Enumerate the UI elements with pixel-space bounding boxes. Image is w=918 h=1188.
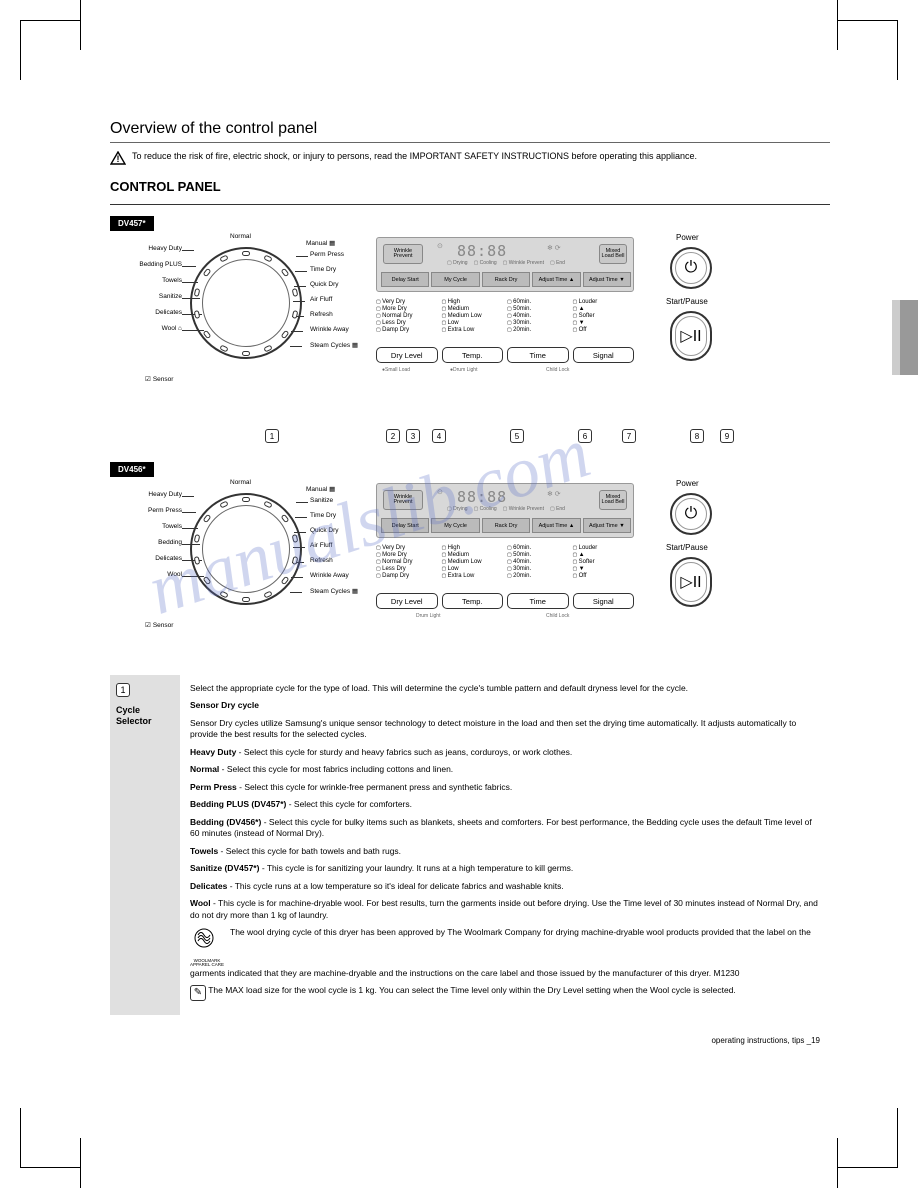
callout: 3 <box>406 429 420 443</box>
display-button[interactable]: Rack Dry <box>482 518 530 533</box>
description-block: 1 CycleSelector Select the appropriate c… <box>110 675 830 1015</box>
display-button[interactable]: My Cycle <box>431 518 479 533</box>
crop-mark <box>838 1108 898 1168</box>
svg-text:!: ! <box>117 154 120 164</box>
page-title: Overview of the control panel <box>110 120 830 138</box>
start-pause-button[interactable]: ▷II <box>670 557 712 607</box>
crop-mark <box>20 20 80 80</box>
display: Wrinkle Prevent Mixed Load Bell 88:88 ⊙ … <box>376 483 634 538</box>
display: Wrinkle Prevent Mixed Load Bell 88:88 ⊙ … <box>376 237 634 292</box>
cycle-dial: Sensor NormalManual ▦Heavy DutyBedding P… <box>110 237 368 407</box>
option-button[interactable]: Temp. <box>442 593 504 609</box>
display-button[interactable]: Rack Dry <box>482 272 530 287</box>
crop-mark <box>837 1138 838 1188</box>
crop-mark <box>20 1108 80 1168</box>
display-button[interactable]: Adjust Time ▼ <box>583 518 631 533</box>
crop-mark <box>838 20 898 80</box>
warning-text: To reduce the risk of fire, electric sho… <box>132 151 697 163</box>
crop-mark <box>837 0 838 50</box>
option-button[interactable]: Temp. <box>442 347 504 363</box>
option-button[interactable]: Signal <box>573 593 635 609</box>
crop-mark <box>80 1138 81 1188</box>
drum-light-label: ●Drum Light <box>450 367 477 373</box>
mixed-load-button[interactable]: Mixed Load Bell <box>599 490 627 510</box>
model-tag: DV456* <box>110 462 154 477</box>
callout: 2 <box>386 429 400 443</box>
sensor-label: Sensor <box>145 621 173 629</box>
child-lock-label: Child Lock <box>546 613 569 619</box>
callout: 7 <box>622 429 636 443</box>
time-display: 88:88 <box>457 242 507 260</box>
warning-icon: ! <box>110 151 126 165</box>
callout: 6 <box>578 429 592 443</box>
model-tag: DV457* <box>110 216 154 231</box>
display-button[interactable]: Adjust Time ▲ <box>532 272 580 287</box>
cycle-dial: Sensor NormalManual ▦Heavy DutyPerm Pres… <box>110 483 368 653</box>
drum-light-label: Drum Light <box>416 613 440 619</box>
wrinkle-prevent-button[interactable]: Wrinkle Prevent <box>383 244 423 264</box>
page-footer: operating instructions, tips _19 <box>711 1036 820 1045</box>
option-button[interactable]: Dry Level <box>376 347 438 363</box>
small-load-label: ●Small Load <box>382 367 410 373</box>
display-button[interactable]: Adjust Time ▲ <box>532 518 580 533</box>
control-panel: Wrinkle Prevent Mixed Load Bell 88:88 ⊙ … <box>376 237 636 417</box>
power-column: Power ⏻ Start/Pause ▷II <box>664 483 724 663</box>
option-button[interactable]: Time <box>507 347 569 363</box>
mixed-load-button[interactable]: Mixed Load Bell <box>599 244 627 264</box>
power-button[interactable]: ⏻ <box>670 493 712 535</box>
callout: 5 <box>510 429 524 443</box>
desc-callout: 1 <box>116 683 130 697</box>
child-lock-label: Child Lock <box>546 367 569 373</box>
description-body: Select the appropriate cycle for the typ… <box>180 675 830 1015</box>
callout: 9 <box>720 429 734 443</box>
wrinkle-prevent-button[interactable]: Wrinkle Prevent <box>383 490 423 510</box>
crop-mark <box>80 0 81 50</box>
disp-icon: ❄ ⟳ <box>547 490 561 498</box>
callout: 1 <box>265 429 279 443</box>
disp-icon: ⊙ <box>437 242 443 250</box>
panel-b: Sensor NormalManual ▦Heavy DutyPerm Pres… <box>110 483 830 663</box>
option-button[interactable]: Dry Level <box>376 593 438 609</box>
start-pause-button[interactable]: ▷II <box>670 311 712 361</box>
sensor-label: Sensor <box>145 375 173 383</box>
start-label: Start/Pause <box>666 297 708 306</box>
display-button[interactable]: My Cycle <box>431 272 479 287</box>
warning-block: ! To reduce the risk of fire, electric s… <box>110 151 830 165</box>
section-label: CONTROL PANEL <box>110 179 830 194</box>
display-button[interactable]: Adjust Time ▼ <box>583 272 631 287</box>
display-button[interactable]: Delay Start <box>381 518 429 533</box>
display-button[interactable]: Delay Start <box>381 272 429 287</box>
callout: 4 <box>432 429 446 443</box>
side-tab <box>892 300 900 375</box>
power-label: Power <box>676 233 699 242</box>
power-column: Power ⏻ Start/Pause ▷II <box>664 237 724 417</box>
option-button[interactable]: Time <box>507 593 569 609</box>
power-button[interactable]: ⏻ <box>670 247 712 289</box>
power-label: Power <box>676 479 699 488</box>
control-panel: Wrinkle Prevent Mixed Load Bell 88:88 ⊙ … <box>376 483 636 663</box>
option-button[interactable]: Signal <box>573 347 635 363</box>
side-tab <box>900 300 918 375</box>
callout: 8 <box>690 429 704 443</box>
disp-icon: ❄ ⟳ <box>547 244 561 252</box>
time-display: 88:88 <box>457 488 507 506</box>
start-label: Start/Pause <box>666 543 708 552</box>
desc-title: CycleSelector <box>116 705 174 727</box>
panel-a: Sensor NormalManual ▦Heavy DutyBedding P… <box>110 237 830 417</box>
disp-icon: ⊙ <box>437 488 443 496</box>
